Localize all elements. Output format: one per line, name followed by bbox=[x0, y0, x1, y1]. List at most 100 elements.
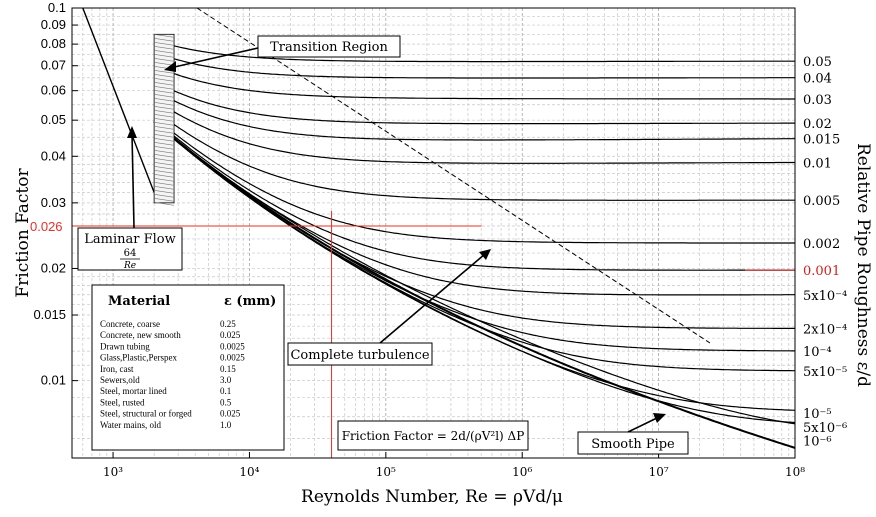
series-label: 10⁻⁵ bbox=[803, 407, 832, 422]
y-tick-label: 0.02 bbox=[41, 260, 66, 275]
material-name: Concrete, coarse bbox=[100, 319, 160, 329]
series-line bbox=[153, 65, 795, 100]
transition-hatch bbox=[154, 174, 175, 178]
material-name: Iron, cast bbox=[100, 364, 134, 374]
transition-region-label: Transition Region bbox=[270, 40, 388, 55]
y-tick-label: 0.1 bbox=[48, 0, 66, 15]
transition-hatch bbox=[154, 134, 175, 138]
material-roughness: 0.25 bbox=[220, 319, 236, 329]
transition-hatch bbox=[154, 110, 175, 114]
series-line bbox=[153, 121, 796, 424]
transition-hatch bbox=[154, 190, 175, 194]
series-label: 0.03 bbox=[803, 93, 832, 108]
y-tick-label: 0.06 bbox=[41, 83, 66, 98]
y-tick-label: 0.07 bbox=[41, 58, 66, 73]
transition-hatch bbox=[154, 58, 175, 62]
series-label: 0.005 bbox=[803, 194, 840, 209]
transition-hatch bbox=[154, 202, 175, 206]
complete-turbulence-boundary bbox=[196, 7, 711, 344]
smooth-pipe-label: Smooth Pipe bbox=[591, 437, 675, 452]
transition-hatch bbox=[154, 182, 175, 186]
series-label: 0.015 bbox=[803, 133, 840, 148]
transition-hatch bbox=[154, 102, 175, 106]
series-line bbox=[153, 121, 796, 425]
material-name: Sewers,old bbox=[100, 375, 140, 385]
y-tick-label: 0.04 bbox=[41, 148, 66, 163]
series-label: 5x10⁻⁶ bbox=[803, 421, 847, 436]
x-tick-label: 10⁵ bbox=[376, 465, 396, 479]
laminar-formula-numerator: 64 bbox=[124, 248, 137, 259]
complete-turbulence-label: Complete turbulence bbox=[290, 348, 429, 363]
material-name: Drawn tubing bbox=[100, 341, 150, 351]
series-label: 5x10⁻⁴ bbox=[803, 289, 847, 304]
transition-hatch bbox=[154, 130, 175, 134]
transition-hatch bbox=[154, 154, 175, 158]
transition-hatch bbox=[154, 74, 175, 78]
transition-hatch bbox=[154, 158, 175, 162]
transition-hatch bbox=[154, 94, 175, 98]
laminar-flow-line bbox=[82, 7, 155, 193]
axis-ticks: 10³ 10⁴ 10⁵ 10⁶ 10⁷ 10⁸ 0.1 0.09 0.08 0.07 0.06 0.0… bbox=[33, 0, 805, 479]
roughness-curves: 0.05 0.04 0.03 0.020.015 0.01 0.005 0.002 0.001… bbox=[82, 7, 847, 450]
x-tick-label: 10⁸ bbox=[785, 465, 805, 479]
transition-hatch bbox=[154, 90, 175, 94]
friction-factor-formula-box: Friction Factor = 2d/(ρV²l) ΔP bbox=[337, 420, 529, 451]
y-tick-label: 0.08 bbox=[41, 36, 66, 51]
transition-hatch bbox=[154, 86, 175, 90]
material-roughness: 0.1 bbox=[220, 386, 231, 396]
material-name: Concrete, new smooth bbox=[100, 330, 181, 340]
smooth-pipe-line bbox=[153, 121, 796, 449]
series-line bbox=[153, 39, 795, 63]
series-label: 5x10⁻⁵ bbox=[803, 365, 847, 380]
transition-hatch bbox=[154, 122, 175, 126]
plot-frame bbox=[71, 7, 796, 459]
material-table: Material ε (mm) Concrete, coarse 0.25 Conc… bbox=[91, 284, 285, 451]
smooth-pipe-callout: Smooth Pipe bbox=[577, 413, 689, 455]
transition-hatch bbox=[154, 198, 175, 202]
complete-turbulence-callout: Complete turbulence bbox=[287, 249, 491, 366]
transition-hatch bbox=[154, 42, 175, 46]
y-tick-label: 0.015 bbox=[33, 307, 66, 322]
transition-hatch bbox=[154, 82, 175, 86]
material-name: Water mains, old bbox=[100, 420, 162, 430]
transition-hatch bbox=[154, 50, 175, 54]
series-line bbox=[153, 99, 795, 164]
series-label: 0.05 bbox=[803, 55, 832, 70]
transition-hatch bbox=[154, 166, 175, 170]
series-label: 2x10⁻⁴ bbox=[803, 323, 847, 338]
series-label: 0.04 bbox=[803, 72, 832, 87]
laminar-formula-denominator: Re bbox=[123, 261, 136, 271]
series-label: 0.01 bbox=[803, 156, 832, 171]
series-line bbox=[153, 119, 795, 271]
material-name: Steel, structural or forged bbox=[100, 409, 192, 419]
transition-hatch bbox=[154, 78, 175, 82]
material-header: Material bbox=[108, 294, 170, 309]
laminar-flow-callout: Laminar Flow 64 Re bbox=[77, 126, 183, 271]
right-axis-title: Relative Pipe Roughness ε/d bbox=[853, 143, 873, 387]
material-name: Glass,Plastic,Perspex bbox=[100, 353, 177, 363]
transition-hatch bbox=[154, 142, 175, 146]
series-line bbox=[153, 89, 795, 141]
roughness-header: ε (mm) bbox=[224, 294, 276, 309]
series-label: 10⁻⁶ bbox=[803, 435, 832, 450]
transition-hatch bbox=[154, 146, 175, 150]
transition-hatch bbox=[154, 150, 175, 154]
transition-region-callout: Transition Region bbox=[164, 35, 401, 72]
transition-hatch bbox=[154, 186, 175, 190]
highlight-value-label: 0.026 bbox=[30, 219, 63, 234]
y-tick-label: 0.09 bbox=[41, 17, 66, 32]
transition-hatch bbox=[154, 126, 175, 130]
transition-hatch bbox=[154, 54, 175, 58]
transition-hatch bbox=[154, 106, 175, 110]
friction-factor-formula: Friction Factor = 2d/(ρV²l) ΔP bbox=[342, 429, 525, 443]
y-axis-title: Friction Factor bbox=[13, 168, 33, 298]
series-line bbox=[153, 116, 795, 244]
series-label: 0.02 bbox=[803, 117, 832, 132]
series-line bbox=[153, 80, 795, 125]
material-roughness: 1.0 bbox=[220, 420, 232, 430]
transition-hatch bbox=[154, 138, 175, 142]
material-roughness: 0.025 bbox=[220, 330, 241, 340]
y-tick-label: 0.01 bbox=[41, 373, 66, 388]
transition-hatch bbox=[154, 38, 175, 42]
